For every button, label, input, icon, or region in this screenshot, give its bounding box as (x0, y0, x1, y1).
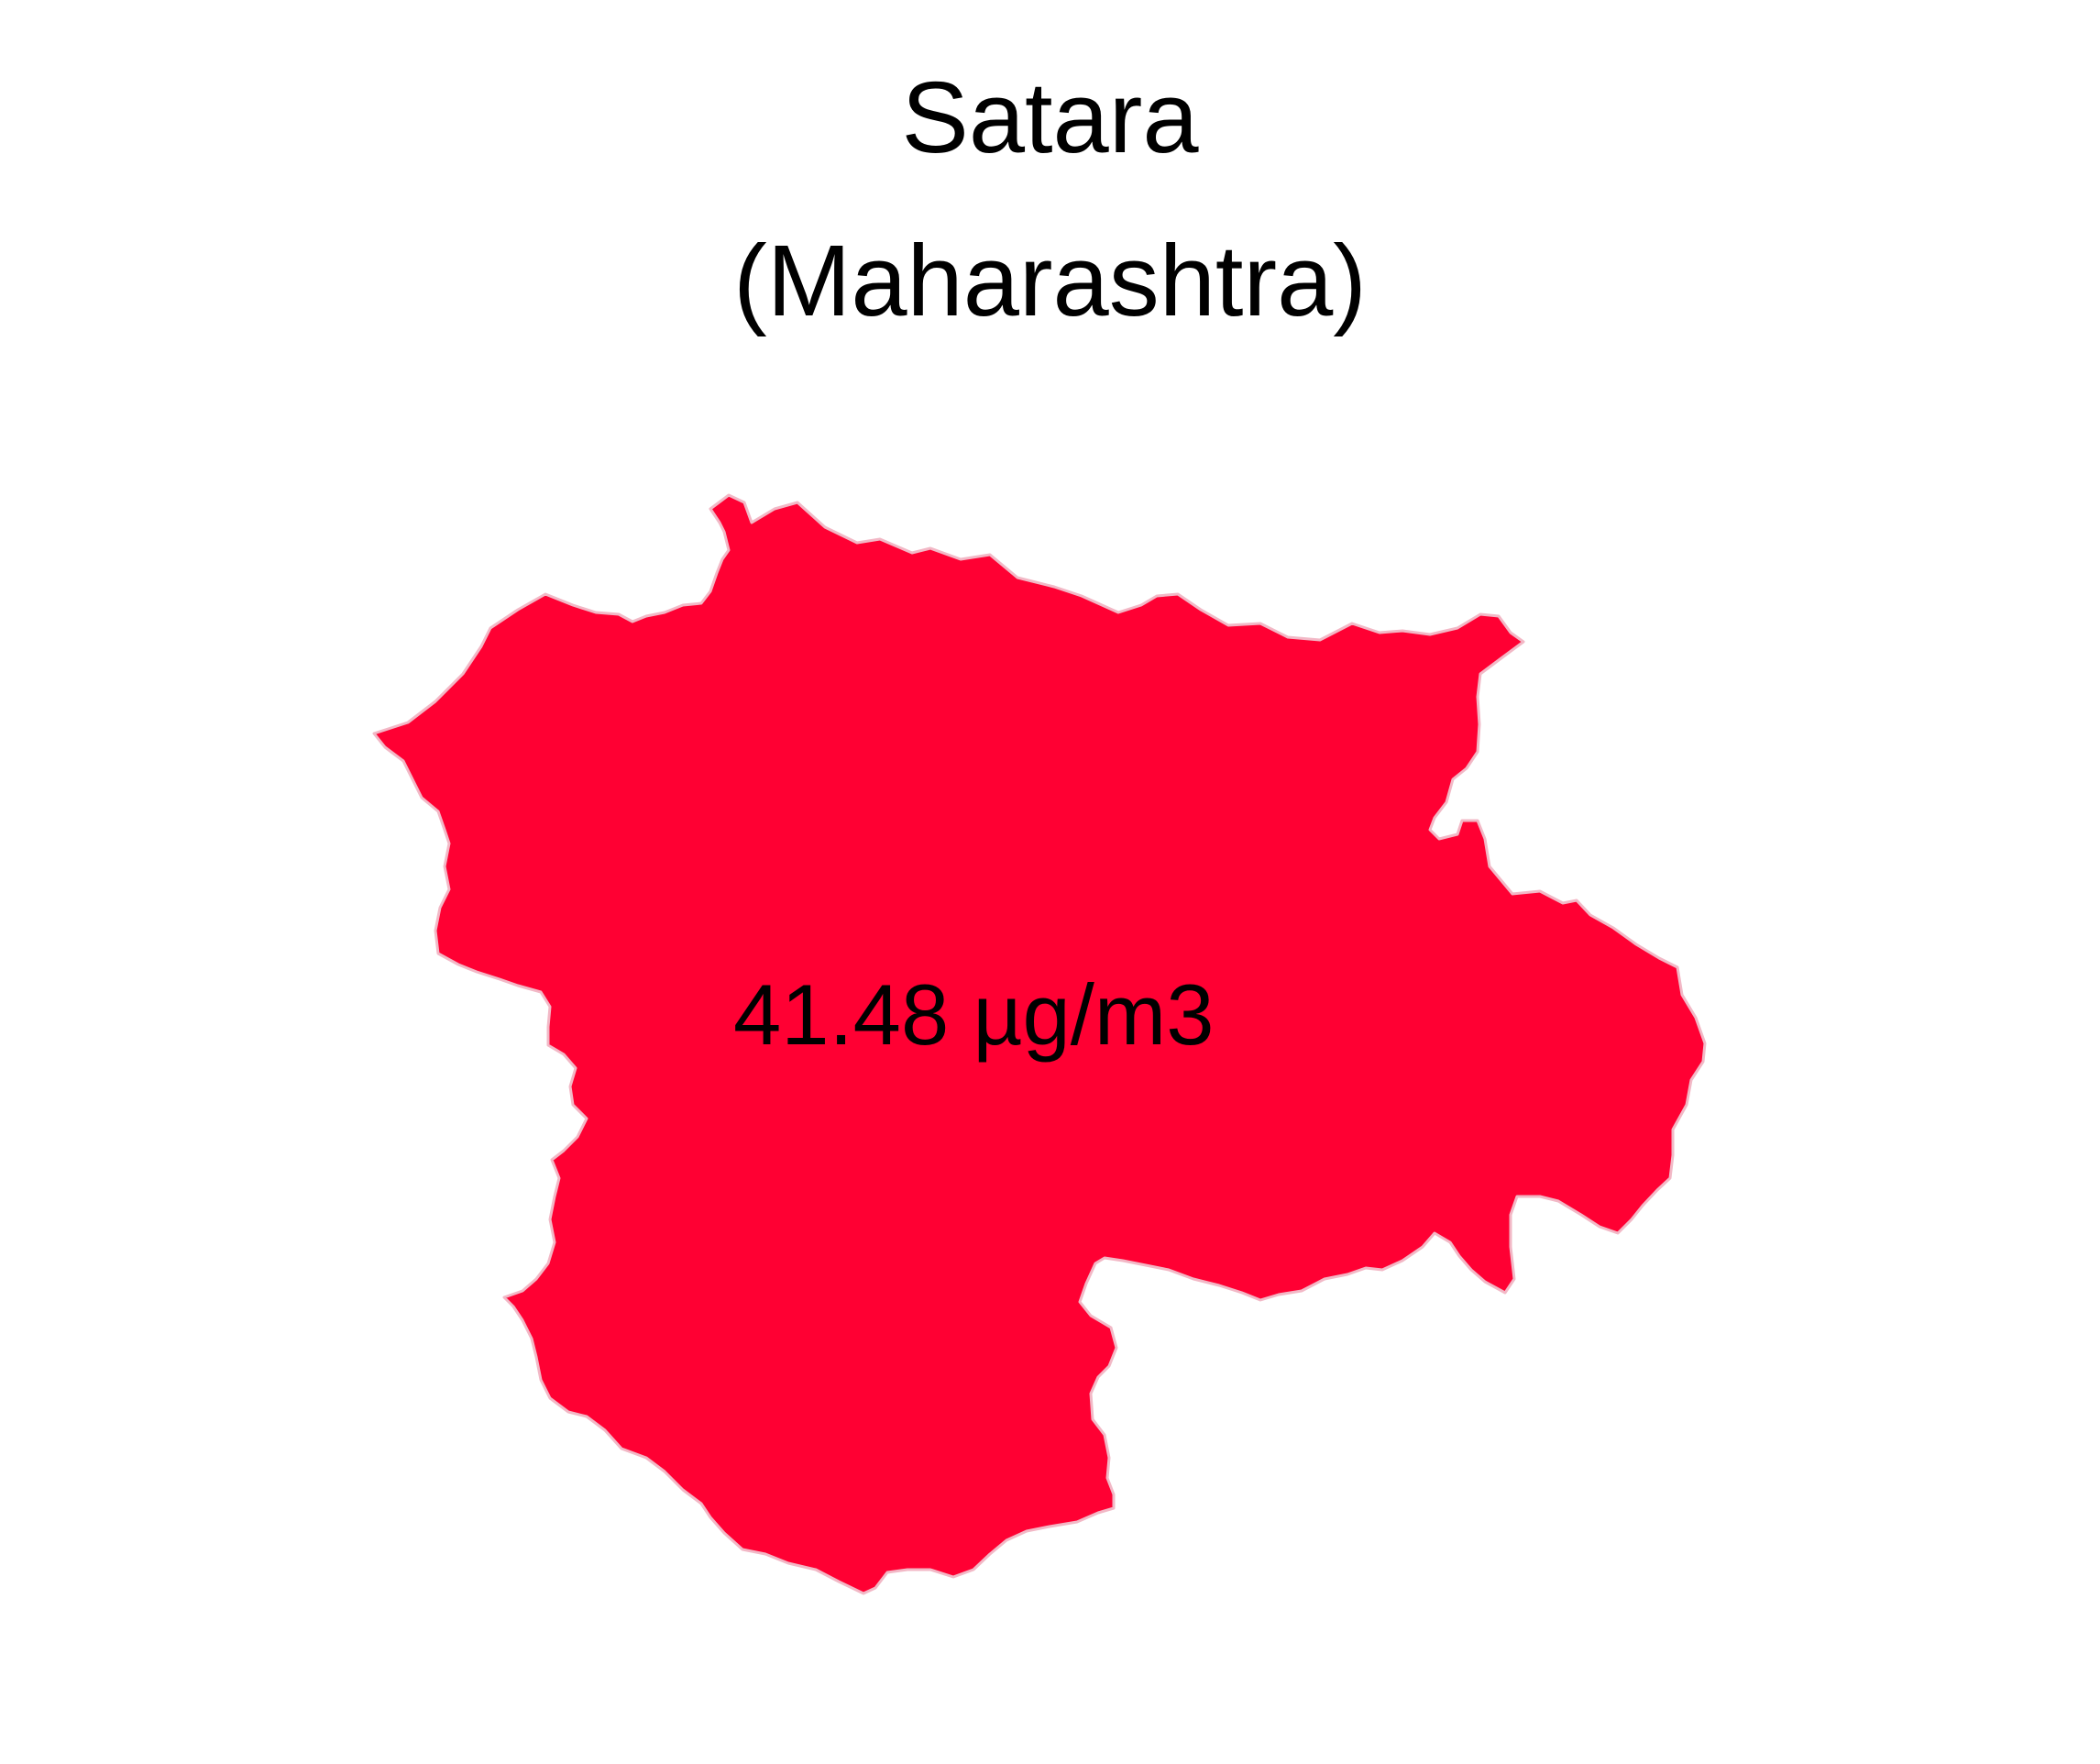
district-value-label: 41.48 µg/m3 (733, 966, 1215, 1063)
map-title: Satara (901, 61, 1199, 174)
map-subtitle: (Maharashtra) (733, 225, 1367, 337)
district-shape-satara (372, 493, 1707, 1595)
